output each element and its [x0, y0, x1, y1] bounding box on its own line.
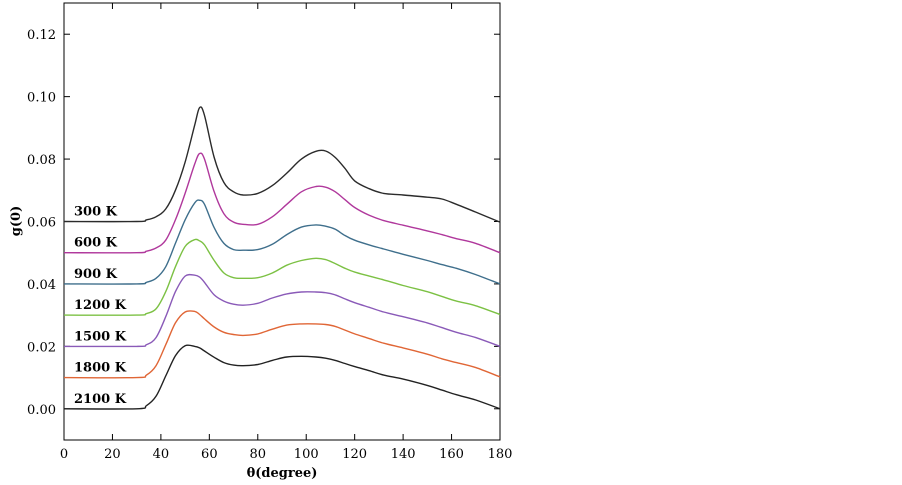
- series-line: [63, 152, 501, 254]
- y-tick-label: 0.04: [27, 278, 56, 293]
- y-tick-label: 0.12: [27, 28, 56, 43]
- y-tick-label: 0.00: [27, 403, 56, 418]
- series-label: 600 K: [74, 236, 118, 251]
- series-lines: [63, 106, 501, 410]
- y-tick-label: 0.10: [27, 91, 56, 106]
- series-labels: 300 K 600 K 900 K 1200 K 1500 K 1800 K 2100 K: [74, 205, 127, 407]
- y-axis: 0.00 0.02 0.04 0.06 0.08 0.10 0.12: [27, 28, 500, 418]
- series-line: [63, 199, 501, 285]
- series-label: 300 K: [74, 205, 118, 220]
- series-line: [63, 310, 501, 379]
- x-tick-label: 160: [439, 447, 464, 462]
- series-line: [63, 273, 501, 348]
- series-line: [63, 238, 501, 316]
- series-label: 1800 K: [74, 361, 127, 376]
- series-line: [63, 344, 501, 410]
- series-label: 1200 K: [74, 298, 127, 313]
- y-tick-label: 0.02: [27, 340, 56, 355]
- x-tick-label: 180: [488, 447, 513, 462]
- series-label: 2100 K: [74, 392, 127, 407]
- x-tick-label: 20: [104, 447, 121, 462]
- x-tick-label: 40: [153, 447, 170, 462]
- series-label: 900 K: [74, 267, 118, 282]
- series-line: [63, 106, 501, 223]
- x-axis: 0 20 40 60 80 100 120 140 160 180: [60, 3, 513, 462]
- y-axis-title: g(0): [9, 206, 24, 236]
- x-tick-label: 60: [201, 447, 218, 462]
- x-tick-label: 0: [60, 447, 68, 462]
- x-tick-label: 80: [250, 447, 267, 462]
- x-tick-label: 140: [391, 447, 416, 462]
- y-tick-label: 0.06: [27, 216, 56, 231]
- x-tick-label: 100: [294, 447, 319, 462]
- x-axis-title: θ(degree): [247, 466, 318, 481]
- y-tick-label: 0.08: [27, 153, 56, 168]
- x-tick-label: 120: [342, 447, 367, 462]
- series-label: 1500 K: [74, 329, 127, 344]
